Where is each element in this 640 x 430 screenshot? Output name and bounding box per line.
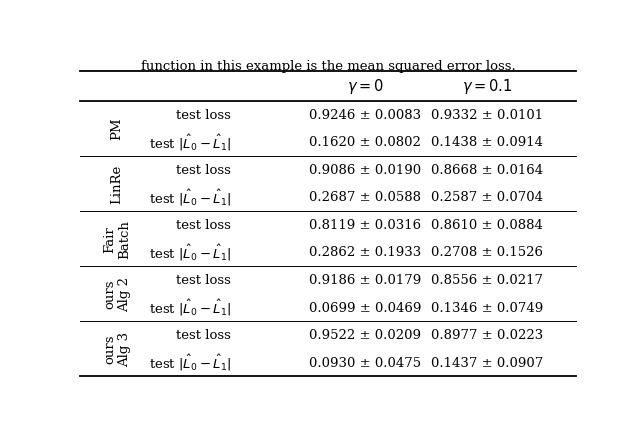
Text: 0.1437 ± 0.0907: 0.1437 ± 0.0907 <box>431 356 543 369</box>
Text: test loss: test loss <box>177 329 231 341</box>
Text: LinRe: LinRe <box>111 164 124 203</box>
Text: 0.8556 ± 0.0217: 0.8556 ± 0.0217 <box>431 273 543 286</box>
Text: 0.1346 ± 0.0749: 0.1346 ± 0.0749 <box>431 301 543 314</box>
Text: test $|\hat{L}_0 - \hat{L}_1|$: test $|\hat{L}_0 - \hat{L}_1|$ <box>148 132 231 153</box>
Text: Fair
Batch: Fair Batch <box>103 219 131 258</box>
Text: 0.2687 ± 0.0588: 0.2687 ± 0.0588 <box>309 191 421 204</box>
Text: test $|\hat{L}_0 - \hat{L}_1|$: test $|\hat{L}_0 - \hat{L}_1|$ <box>148 297 231 317</box>
Text: $\gamma = 0$: $\gamma = 0$ <box>347 77 384 96</box>
Text: ours
Alg 2: ours Alg 2 <box>103 276 131 311</box>
Text: 0.9086 ± 0.0190: 0.9086 ± 0.0190 <box>309 163 421 176</box>
Text: PM: PM <box>111 117 124 140</box>
Text: test $|\hat{L}_0 - \hat{L}_1|$: test $|\hat{L}_0 - \hat{L}_1|$ <box>148 352 231 372</box>
Text: test loss: test loss <box>177 218 231 231</box>
Text: $\gamma = 0.1$: $\gamma = 0.1$ <box>461 77 512 96</box>
Text: ours
Alg 3: ours Alg 3 <box>103 331 131 366</box>
Text: 0.9186 ± 0.0179: 0.9186 ± 0.0179 <box>309 273 421 286</box>
Text: 0.2587 ± 0.0704: 0.2587 ± 0.0704 <box>431 191 543 204</box>
Text: 0.1438 ± 0.0914: 0.1438 ± 0.0914 <box>431 136 543 149</box>
Text: function in this example is the mean squared error loss.: function in this example is the mean squ… <box>141 60 515 73</box>
Text: 0.9522 ± 0.0209: 0.9522 ± 0.0209 <box>309 329 421 341</box>
Text: test loss: test loss <box>177 273 231 286</box>
Text: 0.0930 ± 0.0475: 0.0930 ± 0.0475 <box>309 356 421 369</box>
Text: 0.2708 ± 0.1526: 0.2708 ± 0.1526 <box>431 246 543 259</box>
Text: test loss: test loss <box>177 108 231 122</box>
Text: 0.9332 ± 0.0101: 0.9332 ± 0.0101 <box>431 108 543 122</box>
Text: 0.8119 ± 0.0316: 0.8119 ± 0.0316 <box>309 218 421 231</box>
Text: 0.2862 ± 0.1933: 0.2862 ± 0.1933 <box>309 246 421 259</box>
Text: test $|\hat{L}_0 - \hat{L}_1|$: test $|\hat{L}_0 - \hat{L}_1|$ <box>148 243 231 262</box>
Text: test loss: test loss <box>177 163 231 176</box>
Text: 0.8977 ± 0.0223: 0.8977 ± 0.0223 <box>431 329 543 341</box>
Text: test $|\hat{L}_0 - \hat{L}_1|$: test $|\hat{L}_0 - \hat{L}_1|$ <box>148 187 231 208</box>
Text: 0.1620 ± 0.0802: 0.1620 ± 0.0802 <box>309 136 421 149</box>
Text: 0.0699 ± 0.0469: 0.0699 ± 0.0469 <box>309 301 421 314</box>
Text: 0.8668 ± 0.0164: 0.8668 ± 0.0164 <box>431 163 543 176</box>
Text: 0.8610 ± 0.0884: 0.8610 ± 0.0884 <box>431 218 543 231</box>
Text: 0.9246 ± 0.0083: 0.9246 ± 0.0083 <box>309 108 421 122</box>
